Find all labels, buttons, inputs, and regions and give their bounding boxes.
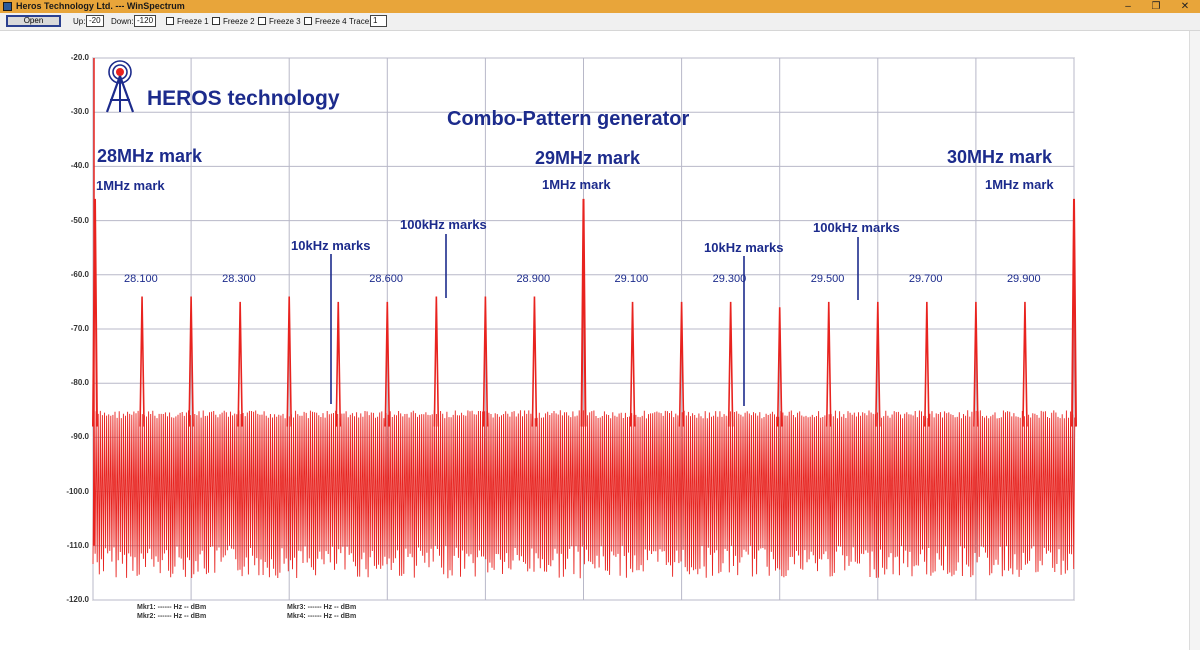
- frequency-label: 29.100: [614, 273, 649, 285]
- y-tick-label: -50.0: [70, 215, 89, 225]
- peak-100khz: [531, 296, 538, 427]
- up-input[interactable]: -20: [86, 15, 104, 27]
- y-tick-label: -30.0: [70, 107, 89, 117]
- window-title: Heros Technology Ltd. --- WinSpectrum: [16, 1, 185, 11]
- close-icon[interactable]: ✕: [1180, 1, 1190, 12]
- annotation-1mhz-b: 1MHz mark: [542, 177, 611, 192]
- right-scroll-panel[interactable]: [1189, 31, 1200, 650]
- trace-input[interactable]: 1: [370, 15, 387, 27]
- app-icon: [3, 2, 12, 11]
- freeze3-label: Freeze 3: [269, 17, 301, 26]
- peak-100khz: [335, 301, 342, 427]
- title-bar: Heros Technology Ltd. --- WinSpectrum – …: [0, 0, 1200, 13]
- peak-100khz: [1022, 301, 1028, 427]
- peak-100khz: [924, 301, 930, 427]
- peak-100khz: [384, 301, 391, 427]
- frequency-label: 28.300: [222, 273, 256, 285]
- annotation-100khz-b: 100kHz marks: [813, 220, 900, 235]
- freeze3-checkbox[interactable]: [258, 17, 266, 25]
- y-tick-label: -70.0: [70, 324, 89, 333]
- freeze1-checkbox[interactable]: [166, 17, 174, 25]
- freeze4-label: Freeze 4: [315, 17, 347, 26]
- peak-100khz: [678, 301, 685, 427]
- peak-1mhz: [580, 198, 587, 427]
- peak-100khz: [237, 301, 243, 427]
- annotation-1mhz-c: 1MHz mark: [985, 177, 1054, 192]
- down-label: Down:: [111, 17, 134, 26]
- y-tick-label: -60.0: [70, 269, 89, 279]
- y-tick-label: -90.0: [70, 432, 89, 442]
- annotation-29mhz: 29MHz mark: [535, 148, 641, 168]
- restore-icon[interactable]: ❐: [1151, 1, 1161, 12]
- frequency-label: 29.700: [908, 273, 943, 285]
- logo-leg-right: [118, 75, 135, 113]
- peak-100khz: [188, 296, 194, 427]
- freeze2-checkbox[interactable]: [212, 17, 220, 25]
- peak-100khz: [825, 301, 832, 427]
- peak-100khz: [139, 296, 145, 427]
- minimize-icon[interactable]: –: [1125, 1, 1131, 12]
- noise-floor-trace: [92, 410, 1076, 579]
- spectrum-trace: [92, 58, 1077, 579]
- open-button[interactable]: Open: [6, 15, 61, 27]
- trace-label: Trace:: [349, 17, 372, 26]
- freeze2-label: Freeze 2: [223, 17, 255, 26]
- marker3-readout: Mkr3: ------ Hz -- dBm: [287, 604, 357, 611]
- logo-text: HEROS technology: [147, 87, 340, 110]
- y-tick-label: -80.0: [70, 378, 89, 388]
- frequency-label: 28.900: [516, 273, 551, 285]
- peak-100khz: [286, 296, 292, 427]
- freeze4-checkbox[interactable]: [304, 17, 312, 25]
- peak-100khz: [482, 296, 489, 427]
- chart-title: Combo-Pattern generator: [447, 108, 690, 130]
- y-tick-label: -110.0: [66, 540, 89, 550]
- peak-1mhz: [1071, 198, 1077, 427]
- annotation-10khz-a: 10kHz marks: [291, 238, 371, 253]
- logo-leg-left: [105, 75, 122, 113]
- up-label: Up:: [73, 17, 86, 26]
- annotation-pointers: [330, 234, 859, 406]
- freeze1-label: Freeze 1: [177, 17, 209, 26]
- y-tick-label: -120.0: [66, 595, 89, 604]
- peak-100khz: [433, 296, 440, 427]
- annotation-28mhz: 28MHz mark: [97, 146, 203, 166]
- annotation-100khz-a: 100kHz marks: [400, 217, 487, 232]
- y-tick-label: -20.0: [70, 53, 89, 62]
- frequency-label: 28.100: [124, 273, 158, 285]
- annotation-1mhz-a: 1MHz mark: [96, 178, 165, 193]
- frequency-label: 28.600: [369, 273, 403, 285]
- peak-100khz: [776, 307, 783, 427]
- toolbar: Open Up: -20 Down: -120 Freeze 1 Freeze …: [0, 13, 1200, 31]
- frequency-label: 29.500: [810, 273, 845, 285]
- marker4-readout: Mkr4: ------ Hz -- dBm: [287, 613, 357, 620]
- annotation-30mhz: 30MHz mark: [947, 147, 1053, 167]
- peak-100khz: [875, 301, 881, 427]
- heros-logo: [105, 60, 135, 113]
- y-tick-label: -100.0: [66, 486, 89, 496]
- marker2-readout: Mkr2: ------ Hz -- dBm: [137, 613, 207, 620]
- annotation-10khz-b: 10kHz marks: [704, 240, 784, 255]
- peak-100khz: [727, 301, 734, 427]
- down-input[interactable]: -120: [134, 15, 156, 27]
- logo-dot: [116, 68, 124, 76]
- frequency-label: 29.900: [1006, 273, 1041, 285]
- y-tick-label: -40.0: [70, 161, 89, 171]
- marker1-readout: Mkr1: ------ Hz -- dBm: [137, 604, 207, 611]
- peak-100khz: [973, 301, 979, 427]
- frequency-label: 29.300: [712, 273, 747, 285]
- peak-100khz: [629, 301, 636, 427]
